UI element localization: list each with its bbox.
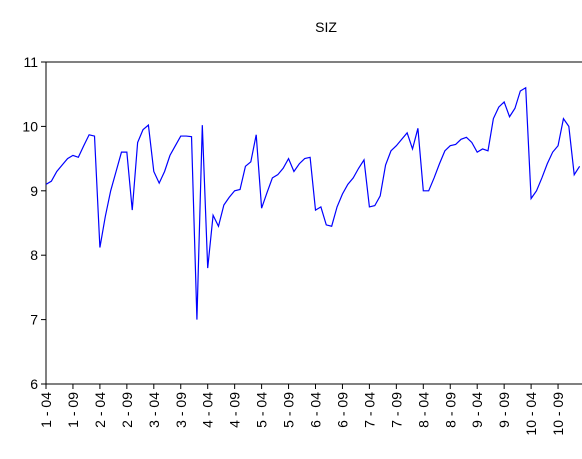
y-tick-label: 11 <box>23 54 38 70</box>
y-tick-label: 6 <box>30 376 38 392</box>
x-tick-label: 1 - 09 <box>65 392 81 428</box>
plot-frame <box>45 61 582 385</box>
x-tick-label: 3 - 04 <box>146 392 162 428</box>
x-tick-label: 7 - 04 <box>361 392 377 428</box>
y-tick-label: 10 <box>22 118 38 134</box>
chart-title: SIZ <box>315 19 337 35</box>
x-tick-label: 2 - 09 <box>119 392 135 428</box>
x-tick-label: 7 - 09 <box>388 392 404 428</box>
x-tick-label: 6 - 04 <box>308 392 324 428</box>
y-tick-label: 9 <box>30 183 38 199</box>
x-tick-label: 5 - 09 <box>281 392 297 428</box>
x-tick-label: 3 - 09 <box>173 392 189 428</box>
x-tick-label: 8 - 04 <box>415 392 431 428</box>
x-tick-label: 1 - 04 <box>38 392 54 428</box>
x-tick-label: 9 - 04 <box>469 392 485 428</box>
y-tick-label: 7 <box>30 312 38 328</box>
x-tick-label: 4 - 04 <box>200 392 216 428</box>
x-tick-label: 2 - 04 <box>92 392 108 428</box>
x-tick-label: 8 - 09 <box>442 392 458 428</box>
x-tick-label: 6 - 09 <box>334 392 350 428</box>
x-tick-label: 9 - 09 <box>496 392 512 428</box>
data-line <box>45 86 581 320</box>
x-tick-label: 10 - 04 <box>523 392 539 436</box>
y-tick-label: 8 <box>30 247 38 263</box>
x-tick-label: 5 - 04 <box>254 392 270 428</box>
x-tick-label: 10 - 09 <box>550 392 566 436</box>
x-tick-label: 4 - 09 <box>227 392 243 428</box>
